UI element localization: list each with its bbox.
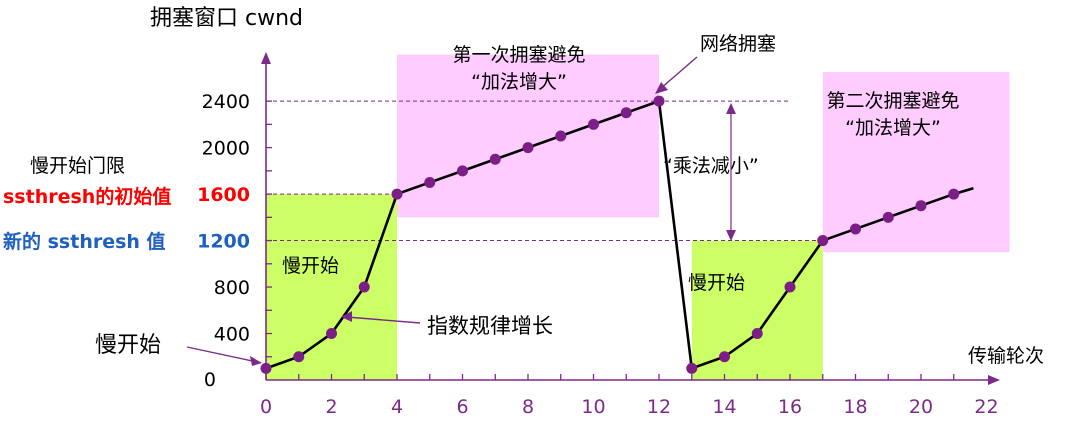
region-label-cavoid-1-line1: 第一次拥塞避免 <box>452 44 585 66</box>
data-point-19 <box>882 211 894 223</box>
data-point-8 <box>522 142 534 154</box>
x-tick-label-0: 0 <box>260 396 272 418</box>
y-tick-label-1600: 1600 <box>197 184 250 206</box>
x-tick-label-6: 6 <box>456 396 468 418</box>
x-tick-label-2: 2 <box>325 396 337 418</box>
data-point-9 <box>555 130 567 142</box>
x-tick-label-8: 8 <box>522 396 534 418</box>
exp-growth-label: 指数规律增长 <box>427 314 553 338</box>
data-point-21 <box>948 188 960 200</box>
x-tick-label-4: 4 <box>391 396 403 418</box>
ssthresh-new-label: 新的 ssthresh 值 <box>3 230 166 253</box>
y-tick-label-800: 800 <box>214 277 250 299</box>
congestion-label: 网络拥塞 <box>700 33 776 55</box>
data-point-3 <box>358 281 370 293</box>
y-axis-arrow <box>261 52 271 64</box>
data-point-10 <box>588 118 599 130</box>
x-tick-label-20: 20 <box>909 396 933 418</box>
region-1 <box>691 240 823 380</box>
data-point-5 <box>424 176 436 188</box>
annotation-arrows <box>186 56 736 366</box>
arrow-slow-start <box>186 346 258 363</box>
region-label-cavoid-1-line2: “加法增大” <box>471 71 567 93</box>
data-point-2 <box>326 328 337 340</box>
series <box>260 95 974 374</box>
x-axis-label: 传输轮次 <box>968 345 1044 367</box>
data-point-6 <box>457 165 468 177</box>
data-point-15 <box>751 328 763 340</box>
x-tick-label-18: 18 <box>843 396 867 418</box>
x-tick-label-10: 10 <box>581 396 605 418</box>
data-point-0 <box>260 362 272 374</box>
arrow-congestion-head <box>655 82 668 94</box>
region-label-cavoid-2-line1: 第二次拥塞避免 <box>826 90 959 112</box>
y-tick-label-1200: 1200 <box>197 231 250 253</box>
data-point-7 <box>489 153 501 165</box>
region-3 <box>822 72 1010 253</box>
region-0 <box>266 194 397 380</box>
data-point-20 <box>915 200 927 212</box>
chart-title: 拥塞窗口 cwnd <box>150 6 303 31</box>
axes: 0 2 4 6 8 10 12 14 16 18 20 22 0 400 800 1200 1600 2000 24… <box>197 52 1000 418</box>
y-tick-label-400: 400 <box>214 324 250 346</box>
data-point-1 <box>293 351 305 363</box>
y-tick-label-0: 0 <box>204 369 216 391</box>
y-tick-label-2400: 2400 <box>202 91 250 113</box>
data-point-4 <box>391 188 403 200</box>
regions <box>266 54 1010 380</box>
data-point-14 <box>719 351 730 363</box>
data-point-17 <box>817 235 829 247</box>
arrow-congestion <box>659 56 698 90</box>
ssthresh-initial-label: ssthresh的初始值 <box>3 185 171 208</box>
data-point-13 <box>686 362 698 374</box>
slow-start-left-label: 慢开始 <box>95 333 161 358</box>
ssthresh-label: 慢开始门限 <box>30 155 125 177</box>
mult-decrease-label: “乘法减小” <box>663 155 759 177</box>
x-axis-arrow <box>988 375 1000 385</box>
x-tick-label-12: 12 <box>647 396 671 418</box>
data-point-12 <box>653 95 665 107</box>
data-point-16 <box>784 281 796 293</box>
arrow-exp-growth <box>346 316 421 324</box>
x-tick-label-14: 14 <box>712 396 736 418</box>
region-label-slow-start-2: 慢开始 <box>688 272 745 294</box>
arrow-exp-growth-head <box>341 311 352 322</box>
arrow-mult-decrease-up <box>726 103 736 114</box>
y-tick-label-2000: 2000 <box>202 138 250 160</box>
region-label-cavoid-2-line2: “加法增大” <box>845 117 941 139</box>
x-tick-label-22: 22 <box>974 396 998 418</box>
reference-lines <box>266 100 823 242</box>
arrow-slow-start-head <box>250 356 262 366</box>
arrow-mult-decrease-down <box>726 230 736 241</box>
x-tick-label-16: 16 <box>778 396 802 418</box>
data-point-18 <box>850 223 861 235</box>
region-label-slow-start-1: 慢开始 <box>282 255 339 277</box>
region-2 <box>397 54 659 218</box>
data-point-11 <box>620 107 632 119</box>
